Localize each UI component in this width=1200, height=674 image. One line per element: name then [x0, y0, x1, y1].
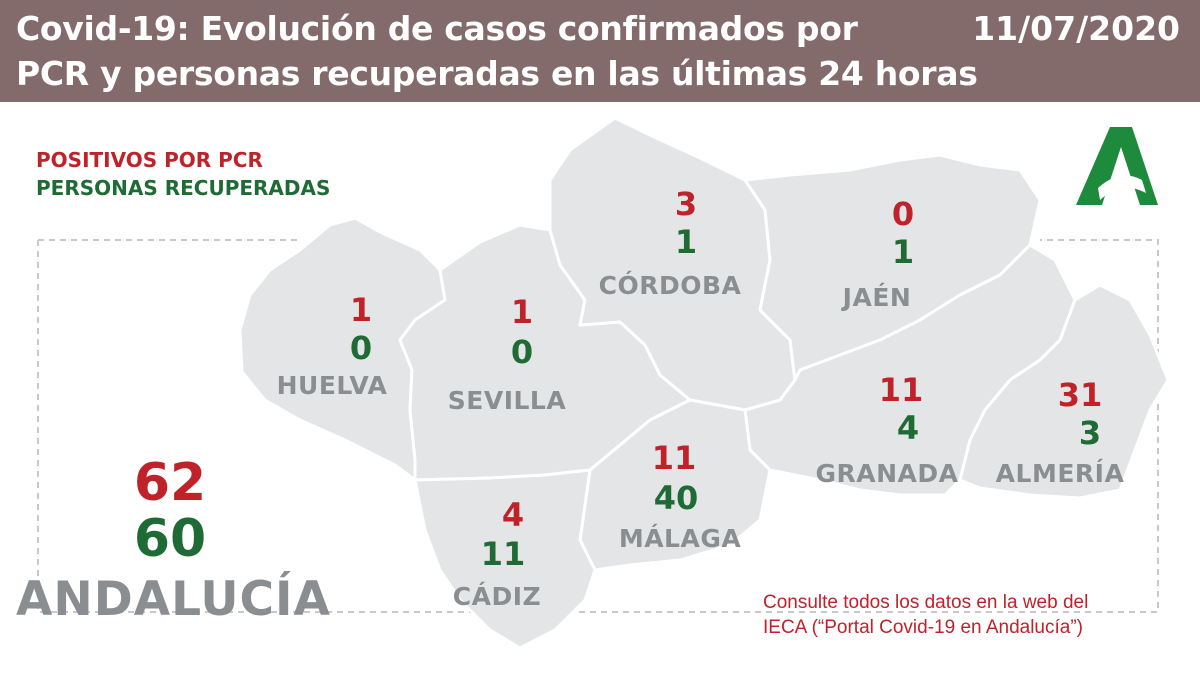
cordoba-recovered-count: 1 — [674, 223, 698, 261]
source-note: Consulte todos los datos en la web del I… — [763, 590, 1088, 640]
huelva-pcr-count: 1 — [349, 291, 373, 329]
province-shape-almeria — [958, 283, 1170, 500]
cadiz-label: CÁDIZ — [452, 582, 542, 611]
sevilla-label: SEVILLA — [447, 386, 567, 415]
jaen-label: JAÉN — [842, 283, 912, 312]
jaen-pcr-count: 0 — [891, 195, 915, 233]
cordoba-label: CÓRDOBA — [598, 271, 742, 300]
granada-recovered-count: 4 — [896, 409, 920, 447]
province-shape-cadiz — [413, 468, 597, 650]
huelva-label: HUELVA — [276, 371, 388, 400]
source-note-line-2: IECA (“Portal Covid-19 en Andalucía”) — [763, 617, 1083, 638]
cordoba-pcr-count: 3 — [674, 185, 698, 223]
title-line-1: Covid-19: Evolución de casos confirmados… — [16, 9, 858, 48]
granada-pcr-count: 11 — [878, 371, 924, 409]
cadiz-pcr-count: 4 — [501, 496, 525, 534]
legend-recovered-label: PERSONAS RECUPERADAS — [36, 176, 331, 200]
malaga-label: MÁLAGA — [618, 524, 742, 553]
source-note-line-1: Consulte todos los datos en la web del — [763, 592, 1089, 613]
almeria-label: ALMERÍA — [995, 459, 1125, 488]
region-label: ANDALUCÍA — [16, 572, 331, 627]
junta-andalucia-logo — [1076, 127, 1158, 205]
andalucia-pcr-total: 62 — [133, 453, 207, 513]
granada-label: GRANADA — [815, 459, 959, 488]
sevilla-pcr-count: 1 — [510, 293, 534, 331]
sevilla-recovered-count: 0 — [510, 333, 534, 371]
andalucia-recovered-total: 60 — [133, 509, 207, 569]
header-bar: Covid-19: Evolución de casos confirmados… — [0, 0, 1200, 102]
title-line-2: PCR y personas recuperadas en las última… — [16, 54, 978, 93]
malaga-recovered-count: 40 — [653, 479, 699, 517]
jaen-recovered-count: 1 — [891, 233, 915, 271]
cadiz-recovered-count: 11 — [480, 535, 526, 573]
huelva-recovered-count: 0 — [349, 329, 373, 367]
province-shapes — [238, 116, 1170, 650]
dashed-frame — [37, 239, 1159, 613]
page-title: Covid-19: Evolución de casos confirmados… — [16, 6, 978, 96]
almeria-pcr-count: 31 — [1057, 376, 1103, 414]
report-date: 11/07/2020 — [972, 9, 1180, 48]
malaga-pcr-count: 11 — [651, 439, 697, 477]
legend-pcr-label: POSITIVOS POR PCR — [36, 148, 263, 172]
almeria-recovered-count: 3 — [1078, 414, 1102, 452]
